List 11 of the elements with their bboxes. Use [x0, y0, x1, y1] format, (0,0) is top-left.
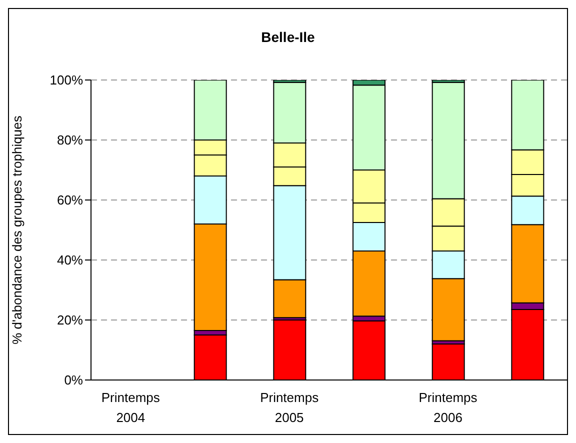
y-tick-label: 60%	[56, 192, 84, 208]
x-tick-label: Printemps 2006	[418, 390, 478, 425]
x-tick-label: Printemps 2005	[260, 390, 320, 425]
y-tick-label: 100%	[50, 72, 84, 88]
y-tick-label: 80%	[56, 132, 84, 148]
chart-title: Belle-Ile	[260, 29, 316, 45]
x-tick-label: Printemps 2004	[101, 390, 160, 425]
y-tick-label: 0%	[64, 372, 84, 388]
y-tick-label: 20%	[56, 312, 84, 328]
y-axis-title: % d'abondance des groupes trophiques	[10, 115, 25, 344]
y-tick-label: 40%	[56, 252, 84, 268]
